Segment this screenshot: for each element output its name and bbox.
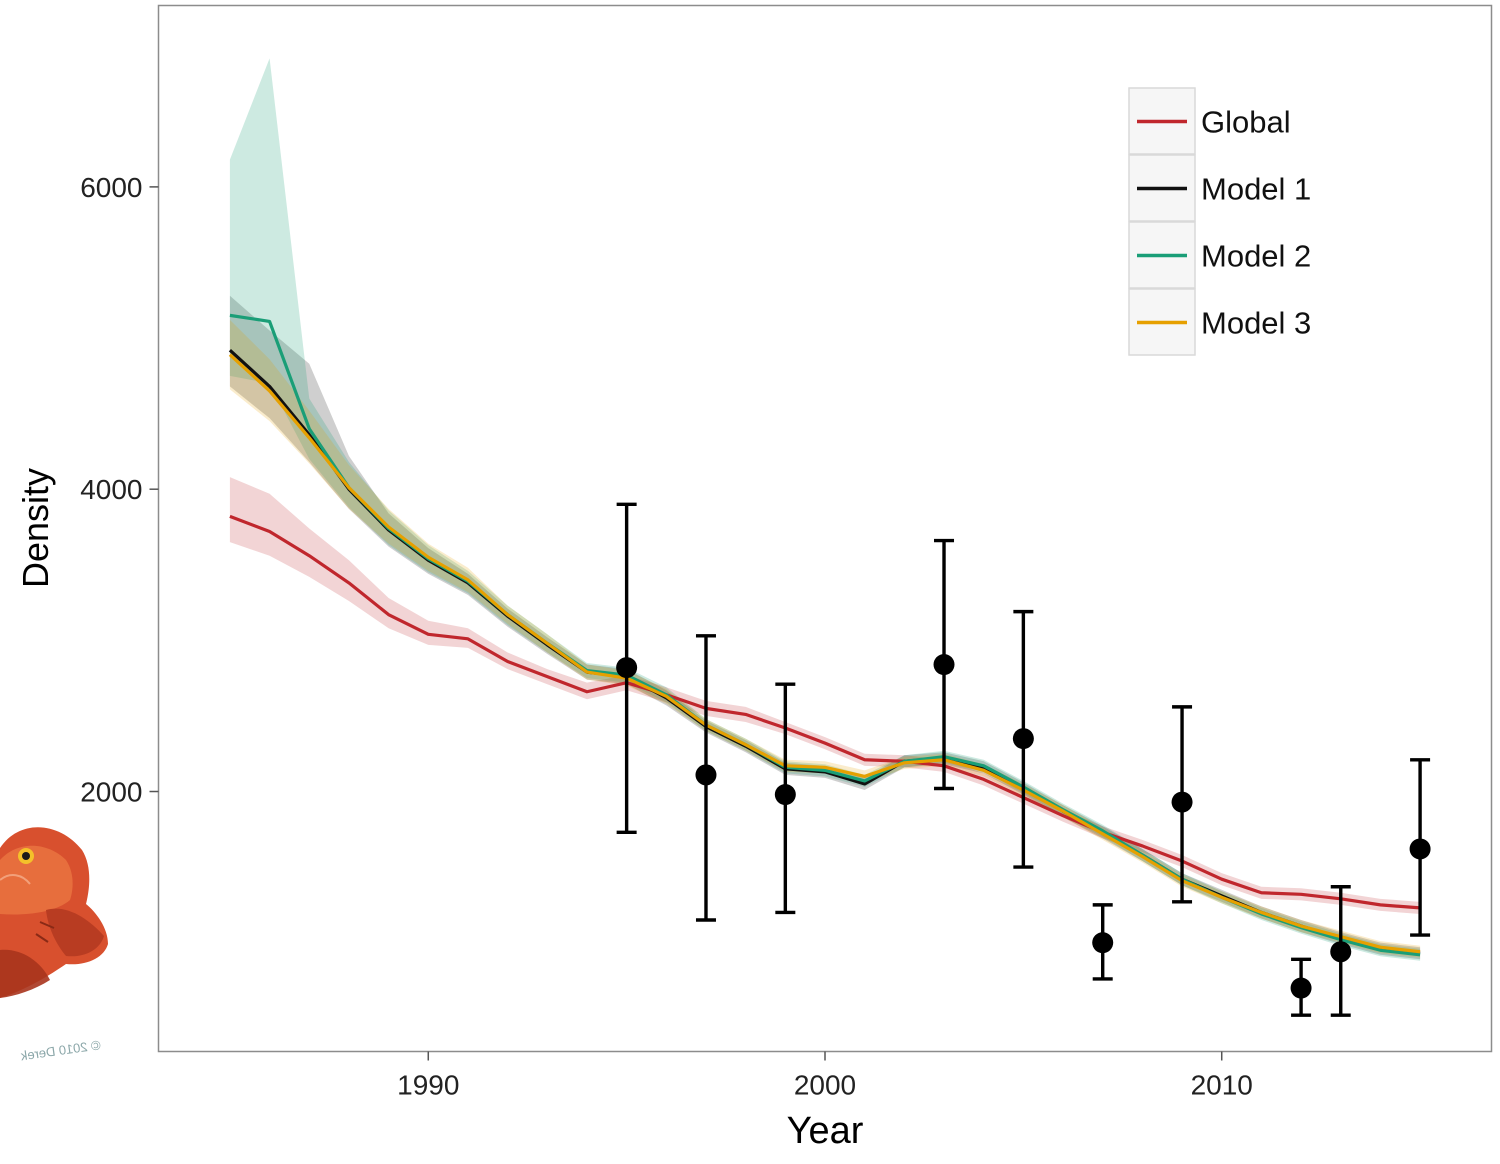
fish-illustration: © 2010 Derek xyxy=(0,827,108,1063)
observation-points xyxy=(616,654,1431,999)
x-axis: 1990 2000 2010 xyxy=(397,1051,1253,1101)
point-2013 xyxy=(1330,941,1352,963)
point-2003 xyxy=(933,654,955,676)
legend-label-model-3: Model 3 xyxy=(1201,306,1311,341)
line-global xyxy=(229,514,1421,910)
y-axis-title: Density xyxy=(15,468,56,588)
x-tick-label-2010: 2010 xyxy=(1191,1070,1253,1101)
line-model-3 xyxy=(228,353,1421,954)
legend: Global Model 1 Model 2 Model 3 xyxy=(1128,87,1311,356)
x-axis-title: Year xyxy=(787,1110,864,1152)
point-2009 xyxy=(1171,791,1193,813)
legend-label-model-1: Model 1 xyxy=(1201,172,1311,207)
y-axis: 2000 4000 6000 xyxy=(80,172,159,808)
point-2015 xyxy=(1409,838,1431,860)
x-tick-label-1990: 1990 xyxy=(397,1070,459,1101)
y-tick-label-4000: 4000 xyxy=(80,474,142,505)
point-1999 xyxy=(774,784,796,806)
y-tick-label-2000: 2000 xyxy=(80,777,142,808)
y-tick-label-6000: 6000 xyxy=(80,172,142,203)
point-1995 xyxy=(616,657,638,679)
legend-label-model-2: Model 2 xyxy=(1201,239,1311,274)
watermark-copyright: © 2010 Derek xyxy=(19,1037,101,1063)
legend-label-global: Global xyxy=(1201,105,1291,140)
point-2007 xyxy=(1092,932,1114,954)
point-1997 xyxy=(695,764,717,786)
x-tick-label-2000: 2000 xyxy=(794,1070,856,1101)
point-2012 xyxy=(1290,977,1312,999)
model-lines xyxy=(228,313,1421,957)
point-2005 xyxy=(1012,728,1034,750)
plot-panel xyxy=(157,4,1493,1053)
